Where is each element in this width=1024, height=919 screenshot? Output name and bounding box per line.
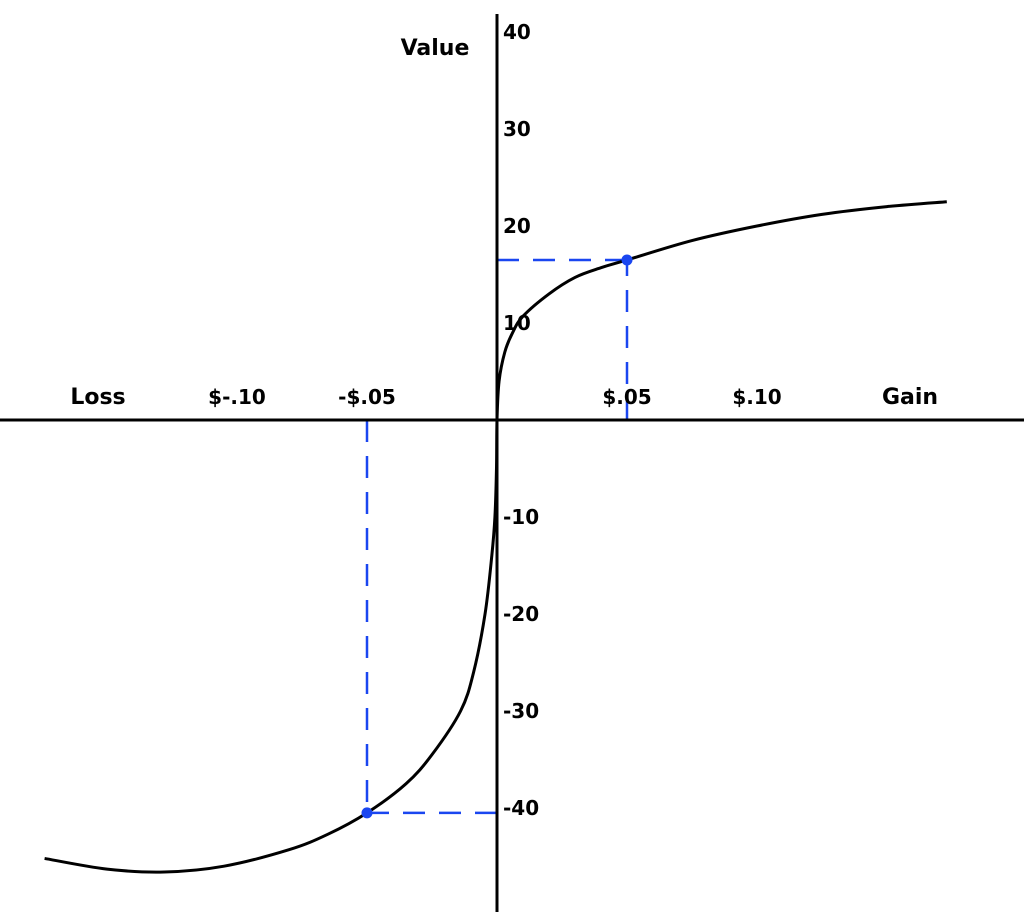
y-axis-label: Value [401,36,470,61]
x-tick-label: $.10 [732,385,781,409]
y-tick-label: -30 [503,699,539,723]
x-axis-label-loss: Loss [70,385,125,410]
x-tick-label: $-.10 [208,385,266,409]
highlight-point [361,807,373,819]
y-tick-label: -10 [503,505,539,529]
y-tick-label: 30 [503,117,531,141]
y-tick-label: 20 [503,214,531,238]
y-tick-label: -40 [503,796,539,820]
x-tick-label: -$.05 [338,385,396,409]
y-tick-label: 40 [503,20,531,44]
x-tick-label: $.05 [602,385,651,409]
x-axis-label-gain: Gain [882,385,938,410]
y-tick-label: 10 [503,311,531,335]
y-tick-label: -20 [503,602,539,626]
highlight-point [621,254,633,266]
value-curve [44,200,947,874]
